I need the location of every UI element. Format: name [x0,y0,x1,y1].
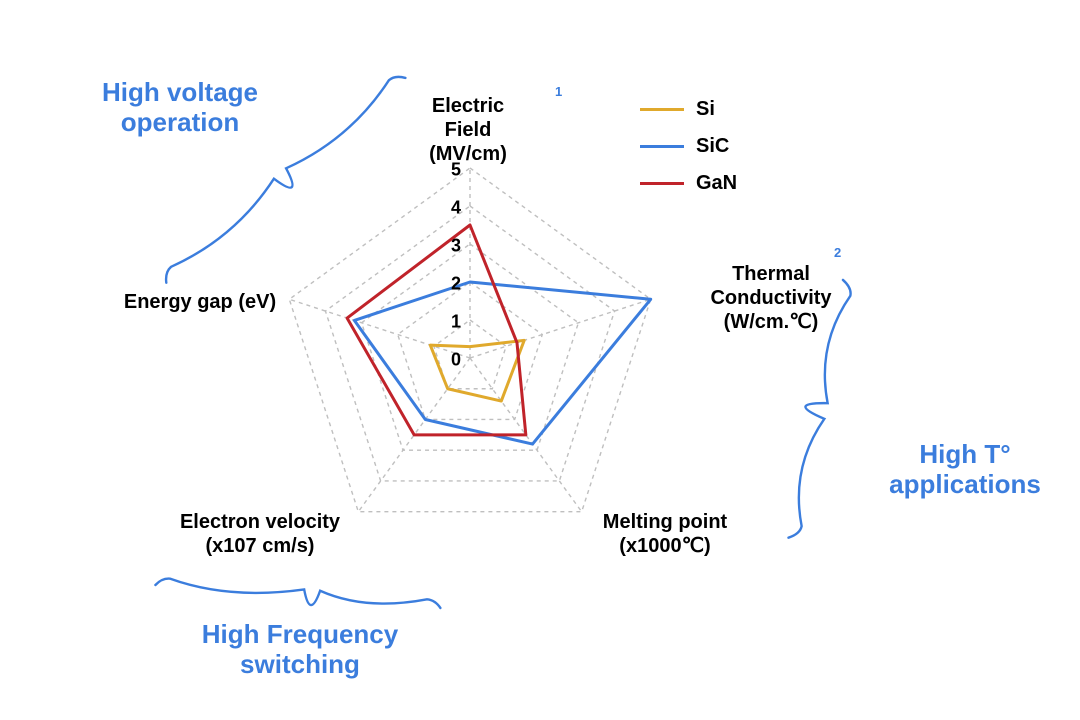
axis-label-electric-field: Electric Field (MV/cm) [410,94,526,166]
axis-sup-2: 2 [834,245,841,260]
axis-text: Melting point [595,510,735,534]
axis-text: Thermal [706,262,836,286]
annotation-high-temp: High T° applications [880,440,1050,500]
axis-text: Energy gap (eV) [120,290,280,314]
legend-label-sic: SiC [696,135,729,158]
legend-item-si: Si [640,98,737,121]
annotation-text: High T° [880,440,1050,470]
legend-swatch-sic [640,145,684,148]
annotation-high-frequency: High Frequency switching [190,620,410,680]
annotation-text: High voltage [90,78,270,108]
legend-item-sic: SiC [640,135,737,158]
chart-canvas: 012345 Electric Field (MV/cm) 1 Thermal … [0,0,1080,720]
axis-text: (W/cm.℃) [706,310,836,334]
annotation-text: operation [90,108,270,138]
annotation-high-voltage: High voltage operation [90,78,270,138]
axis-sup-1: 1 [555,84,562,99]
annotation-text: switching [190,650,410,680]
legend-item-gan: GaN [640,172,737,195]
axis-text: Electric Field [410,94,526,142]
annotation-text: applications [880,470,1050,500]
legend-label-si: Si [696,98,715,121]
axis-text: Electron velocity [175,510,345,534]
legend-label-gan: GaN [696,172,737,195]
legend: Si SiC GaN [640,98,737,195]
axis-text: Conductivity [706,286,836,310]
radar-tick: 3 [451,236,461,257]
radar-tick: 4 [451,198,461,219]
legend-swatch-gan [640,182,684,185]
axis-label-melting: Melting point (x1000℃) [595,510,735,558]
axis-label-thermal: Thermal Conductivity (W/cm.℃) [706,262,836,334]
axis-label-electron: Electron velocity (x107 cm/s) [175,510,345,558]
radar-tick: 1 [451,312,461,333]
axis-label-energy-gap: Energy gap (eV) [120,290,280,314]
radar-tick: 2 [451,274,461,295]
annotation-text: High Frequency [190,620,410,650]
axis-text: (x1000℃) [595,534,735,558]
legend-swatch-si [640,108,684,111]
axis-text: (x107 cm/s) [175,534,345,558]
axis-text: (MV/cm) [410,142,526,166]
radar-tick: 0 [451,350,461,371]
